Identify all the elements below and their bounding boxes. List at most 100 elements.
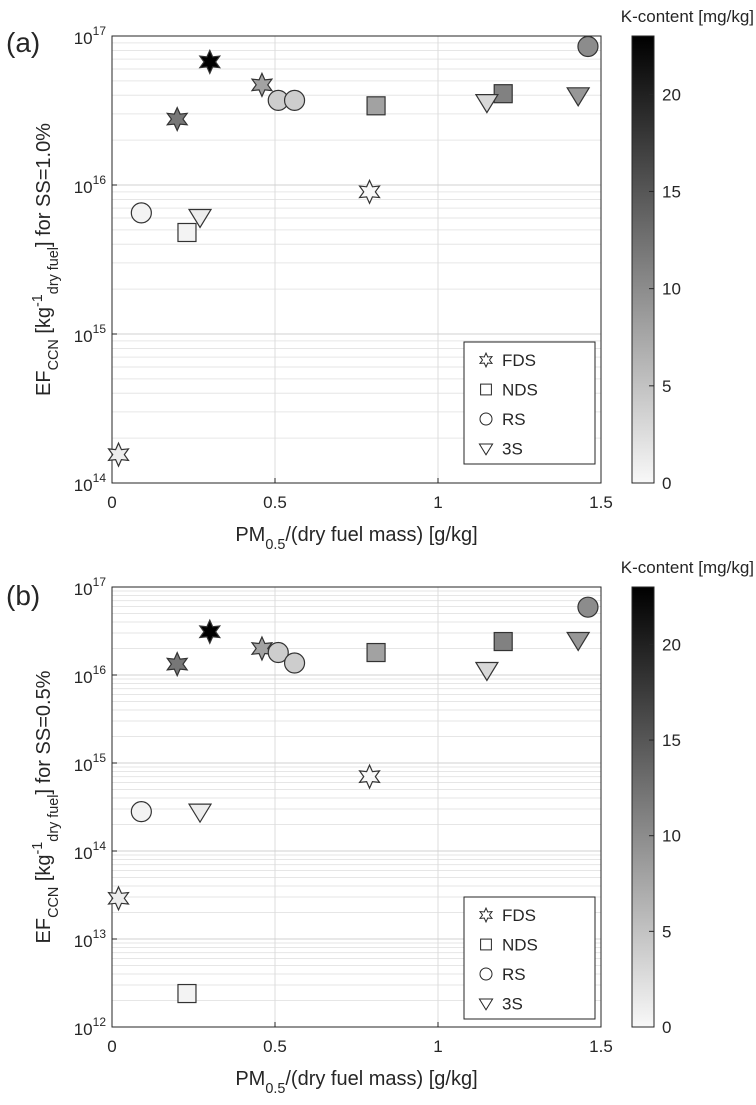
- marker-square: [366, 642, 386, 663]
- y-tick-base: 10: [74, 1020, 93, 1039]
- marker-triangle-down: [566, 631, 591, 652]
- y-tick-exponent: 16: [93, 173, 107, 187]
- x-axis-label-part: /(dry fuel mass) [g/kg]: [285, 524, 477, 546]
- y-tick-label: 1014: [74, 471, 107, 495]
- colorbar-tick-label: 15: [662, 731, 681, 750]
- legend-label: FDS: [502, 906, 536, 925]
- y-tick-exponent: 17: [93, 24, 107, 38]
- y-tick-label: 1015: [74, 751, 107, 775]
- panel-label: (b): [6, 580, 40, 611]
- legend-label: RS: [502, 965, 526, 984]
- y-tick-exponent: 12: [93, 1015, 107, 1029]
- marker-hexagram: [165, 651, 189, 678]
- y-axis-label-part: [kg: [33, 307, 55, 339]
- y-tick-base: 10: [74, 476, 93, 495]
- y-tick-base: 10: [74, 932, 93, 951]
- marker-hexagram: [250, 635, 274, 662]
- marker-circle: [130, 202, 152, 224]
- x-axis-label-part: 0.5: [265, 1081, 285, 1097]
- y-tick-base: 10: [74, 178, 93, 197]
- marker-triangle-down: [187, 208, 213, 229]
- colorbar-tick-label: 10: [662, 280, 681, 299]
- y-axis-label-part: -1: [30, 842, 46, 855]
- legend-label: NDS: [502, 936, 538, 955]
- y-axis-label-part: CCN: [46, 887, 62, 918]
- marker-circle: [479, 412, 493, 426]
- marker-hexagram: [107, 885, 130, 912]
- marker-triangle-down: [478, 443, 494, 456]
- y-axis-label-part: [kg: [33, 854, 55, 886]
- legend-label: 3S: [502, 440, 523, 459]
- colorbar-tick-label: 0: [662, 1018, 671, 1037]
- x-tick-label: 1: [433, 1037, 442, 1056]
- marker-triangle-down: [187, 803, 213, 824]
- marker-hexagram: [107, 441, 130, 468]
- marker-square: [177, 222, 197, 243]
- x-tick-label: 0: [107, 1037, 116, 1056]
- marker-hexagram: [478, 351, 494, 369]
- plot-frame: [111, 586, 602, 1028]
- x-tick-label: 1.5: [589, 1037, 613, 1056]
- y-axis-label-part: -1: [30, 294, 46, 307]
- x-axis-label-part: 0.5: [265, 537, 285, 553]
- y-tick-label: 1016: [74, 173, 107, 197]
- y-tick-label: 1017: [74, 24, 107, 48]
- x-axis-label: PM0.5/(dry fuel mass) [g/kg]: [235, 524, 477, 553]
- x-axis-label-part: PM: [235, 524, 265, 546]
- y-tick-exponent: 14: [93, 471, 107, 485]
- y-tick-exponent: 14: [93, 839, 107, 853]
- y-tick-exponent: 15: [93, 751, 107, 765]
- y-tick-label: 1017: [74, 575, 107, 599]
- marker-circle: [267, 641, 289, 664]
- y-tick-base: 10: [74, 668, 93, 687]
- y-tick-label: 1014: [74, 839, 107, 863]
- y-axis-label-part: ] for SS=1.0%: [33, 123, 55, 247]
- y-axis-label-part: CCN: [46, 339, 62, 370]
- marker-circle: [479, 967, 493, 981]
- y-tick-exponent: 15: [93, 322, 107, 336]
- x-tick-label: 1: [433, 493, 442, 512]
- y-tick-base: 10: [74, 844, 93, 863]
- colorbar-tick-label: 0: [662, 474, 671, 493]
- marker-square: [480, 383, 492, 396]
- marker-circle: [283, 652, 306, 674]
- colorbar-tick-label: 5: [662, 377, 671, 396]
- colorbar-tick-label: 5: [662, 922, 671, 941]
- colorbar-tick-label: 20: [662, 635, 681, 654]
- y-axis-label-part: EF: [33, 918, 55, 944]
- colorbar-tick-label: 15: [662, 182, 681, 201]
- marker-triangle-down: [474, 94, 499, 114]
- x-tick-label: 0.5: [263, 1037, 287, 1056]
- x-tick-label: 1.5: [589, 493, 613, 512]
- y-tick-base: 10: [74, 580, 93, 599]
- y-axis-label-part: dry fuel: [46, 247, 62, 294]
- marker-hexagram: [198, 48, 222, 75]
- x-tick-label: 0: [107, 493, 116, 512]
- marker-triangle-down: [566, 87, 591, 107]
- y-axis-label-part: EF: [33, 370, 55, 396]
- marker-circle: [577, 35, 599, 58]
- y-tick-label: 1016: [74, 663, 107, 687]
- legend-label: RS: [502, 410, 526, 429]
- legend-label: NDS: [502, 381, 538, 400]
- y-tick-exponent: 17: [93, 575, 107, 589]
- marker-triangle-down: [478, 998, 494, 1011]
- y-axis-label-part: dry fuel: [46, 794, 62, 841]
- marker-hexagram: [358, 178, 381, 205]
- y-tick-base: 10: [74, 756, 93, 775]
- y-tick-base: 10: [74, 29, 93, 48]
- x-axis-label-part: PM: [235, 1068, 265, 1090]
- y-tick-exponent: 13: [93, 927, 107, 941]
- marker-circle: [577, 596, 599, 618]
- marker-square: [366, 96, 386, 116]
- plot-frame: [111, 35, 602, 484]
- marker-hexagram: [198, 618, 222, 645]
- y-tick-label: 1013: [74, 927, 107, 951]
- marker-square: [493, 631, 513, 652]
- marker-triangle-down: [474, 661, 499, 682]
- panel-label: (a): [6, 27, 40, 58]
- y-tick-label: 1012: [74, 1015, 107, 1039]
- marker-circle: [283, 89, 306, 111]
- colorbar-tick-label: 20: [662, 85, 681, 104]
